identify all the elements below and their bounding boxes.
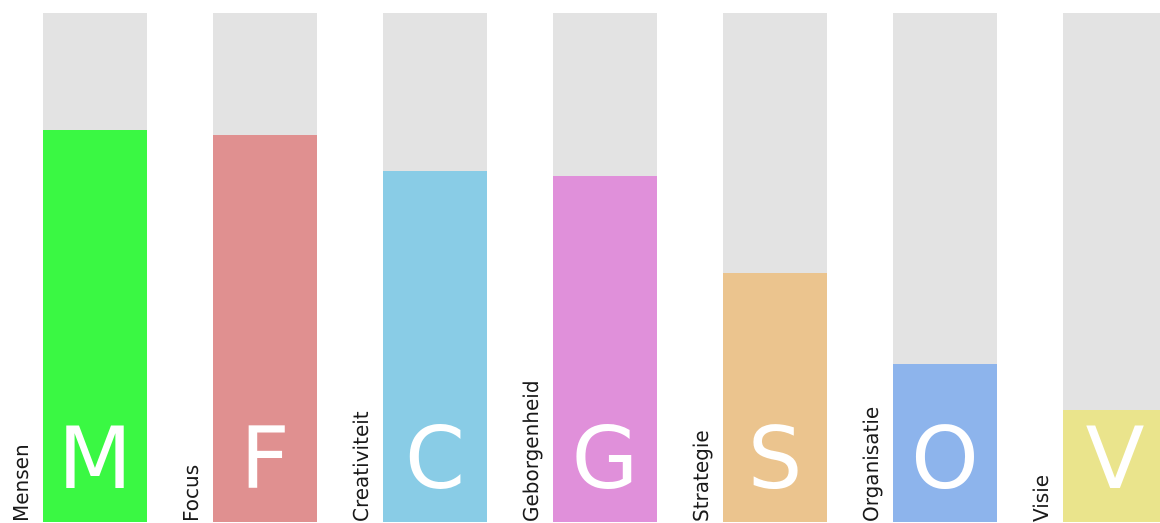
bar-geborgenheid <box>553 175 657 522</box>
bar-track-strategie: S <box>723 13 827 522</box>
bar-focus <box>213 135 317 522</box>
category-label-geborgenheid: Geborgenheid <box>519 380 543 522</box>
bar-track-organisatie: O <box>893 13 997 522</box>
bar-letter-mensen: M <box>57 409 133 509</box>
bar-track-visie: V <box>1063 13 1160 522</box>
bar-mensen <box>43 130 147 522</box>
category-label-strategie: Strategie <box>689 430 713 522</box>
category-label-creativiteit: Creativiteit <box>349 411 373 522</box>
bar-letter-visie: V <box>1085 409 1145 509</box>
bar-track-creativiteit: C <box>383 13 487 522</box>
bar-letter-strategie: S <box>747 409 803 509</box>
category-label-mensen: Mensen <box>9 444 33 522</box>
bar-creativiteit <box>383 170 487 522</box>
bar-letter-organisatie: O <box>911 409 979 509</box>
category-label-focus: Focus <box>179 464 203 522</box>
bar-visie <box>1063 410 1160 522</box>
bar-track-geborgenheid: G <box>553 13 657 522</box>
category-label-visie: Visie <box>1029 474 1053 522</box>
bar-letter-creativiteit: C <box>404 409 466 509</box>
bar-letter-geborgenheid: G <box>571 409 639 509</box>
bar-track-mensen: M <box>43 13 147 522</box>
bar-letter-focus: F <box>240 409 290 509</box>
bar-strategie <box>723 272 827 522</box>
category-label-organisatie: Organisatie <box>859 406 883 522</box>
bar-organisatie <box>893 364 997 522</box>
bar-track-focus: F <box>213 13 317 522</box>
